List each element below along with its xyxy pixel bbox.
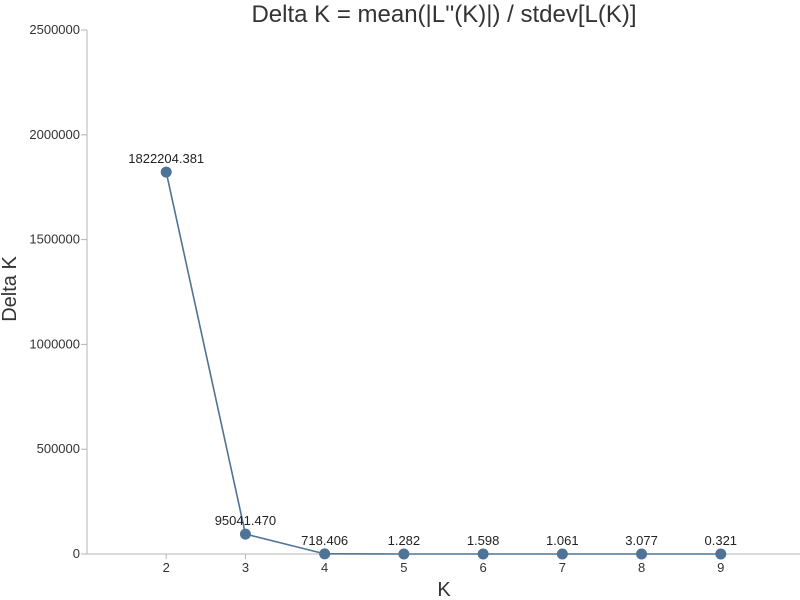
data-point xyxy=(715,548,727,560)
data-point xyxy=(556,548,568,560)
data-label: 3.077 xyxy=(625,533,658,548)
y-tick-label: 500000 xyxy=(37,441,80,456)
x-tick-label: 3 xyxy=(242,560,249,575)
chart-title: Delta K = mean(|L''(K)|) / stdev[L(K)] xyxy=(251,1,636,28)
x-tick-label: 8 xyxy=(638,560,645,575)
data-point xyxy=(239,528,251,540)
data-label: 718.406 xyxy=(301,533,348,548)
data-label: 1822204.381 xyxy=(128,151,204,166)
x-tick-label: 2 xyxy=(163,560,170,575)
y-tick-label: 1500000 xyxy=(29,232,80,247)
data-point xyxy=(160,166,172,178)
x-tick-label: 6 xyxy=(479,560,486,575)
x-tick-label: 9 xyxy=(717,560,724,575)
data-point xyxy=(636,548,648,560)
x-tick-label: 5 xyxy=(400,560,407,575)
y-tick-label: 2500000 xyxy=(29,22,80,37)
x-tick-label: 4 xyxy=(321,560,328,575)
data-point xyxy=(319,548,331,560)
x-axis-label: K xyxy=(437,579,451,600)
y-tick-label: 0 xyxy=(73,546,80,561)
axes: 0 500000 1000000 1500000 2000000 2500000 2 3 4 5 6… xyxy=(29,22,800,575)
data-point xyxy=(398,548,410,560)
series-line xyxy=(165,171,721,555)
data-label: 95041.470 xyxy=(215,513,276,528)
y-tick-label: 2000000 xyxy=(29,127,80,142)
data-label: 1.282 xyxy=(388,533,421,548)
y-axis-label: Delta K xyxy=(0,256,21,322)
series-group xyxy=(160,166,727,560)
data-point xyxy=(477,548,489,560)
data-label: 1.598 xyxy=(467,533,500,548)
data-labels-group: 1822204.381 95041.470 718.406 1.282 1.598 1.0… xyxy=(128,151,737,548)
data-label: 1.061 xyxy=(546,533,579,548)
data-label: 0.321 xyxy=(705,533,738,548)
x-tick-label: 7 xyxy=(559,560,566,575)
y-tick-label: 1000000 xyxy=(29,336,80,351)
